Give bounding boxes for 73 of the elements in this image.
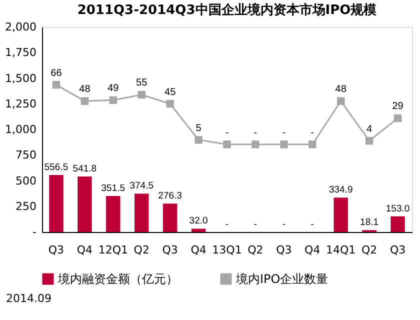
- data-label: -: [310, 127, 314, 138]
- x-tick-label: 13Q1: [212, 244, 242, 256]
- data-label: 334.9: [328, 184, 353, 196]
- point: [194, 136, 202, 144]
- x-tick-label: Q3: [390, 244, 406, 256]
- x-tick-label: Q4: [76, 244, 93, 256]
- data-label: -: [310, 219, 314, 230]
- point: [308, 140, 316, 148]
- data-label: 556.5: [44, 162, 68, 173]
- x-tick-label: 14Q1: [326, 244, 356, 256]
- x-tick-label: 12Q1: [98, 244, 128, 256]
- x-tick-label: Q3: [276, 244, 292, 256]
- data-label: 374.5: [130, 180, 154, 192]
- y-tick-label: 250: [16, 200, 36, 213]
- data-label: 32.0: [189, 216, 208, 227]
- point: [280, 140, 288, 148]
- point: [80, 97, 89, 105]
- data-label: -: [225, 127, 229, 138]
- legend-label: 境内IPO企业数量: [235, 272, 328, 286]
- point: [166, 100, 174, 108]
- data-label: -: [254, 127, 258, 138]
- y-tick-label: 2,000: [5, 20, 36, 34]
- point: [252, 140, 260, 148]
- data-label: 66: [50, 68, 62, 79]
- data-label: 153.0: [386, 203, 410, 214]
- data-label: -: [282, 219, 286, 230]
- bar: [134, 194, 149, 232]
- data-label: 55: [136, 78, 148, 89]
- data-label: 18.1: [360, 217, 379, 228]
- data-label: 5: [196, 122, 202, 134]
- data-label: 48: [335, 84, 347, 96]
- bar: [78, 176, 92, 232]
- bar: [49, 174, 64, 232]
- data-label: -: [254, 219, 258, 230]
- data-label: 49: [108, 83, 120, 94]
- point: [223, 140, 231, 148]
- bar: [191, 228, 206, 232]
- point: [138, 90, 146, 99]
- point: [365, 136, 374, 145]
- y-tick-label: 1,000: [5, 123, 36, 136]
- data-label: 276.3: [158, 190, 182, 202]
- x-tick-label: Q2: [134, 244, 150, 256]
- point: [336, 97, 345, 105]
- data-label: 351.5: [101, 182, 126, 194]
- x-tick-label: Q3: [162, 244, 178, 256]
- point: [394, 114, 402, 122]
- y-tick-label: 750: [16, 148, 36, 162]
- data-label: 29: [392, 101, 404, 112]
- data-label: 541.8: [72, 163, 97, 174]
- y-tick-label: -: [32, 226, 37, 238]
- bar: [390, 216, 405, 232]
- y-tick-label: 1,250: [5, 97, 36, 110]
- x-tick-label: Q2: [361, 244, 378, 256]
- bar: [106, 196, 120, 232]
- x-tick-label: Q3: [48, 244, 64, 256]
- y-tick-label: 1,750: [5, 46, 36, 60]
- bar: [162, 204, 178, 232]
- y-tick-label: 500: [16, 174, 36, 188]
- data-label: 45: [164, 86, 176, 98]
- y-tick-label: 1,500: [5, 72, 36, 85]
- chart-title: 2011Q3-2014Q3中国企业境内资本市场IPO规模: [77, 2, 377, 18]
- data-label: 4: [366, 124, 373, 135]
- bar: [334, 198, 348, 232]
- point: [109, 96, 118, 104]
- point: [52, 80, 60, 89]
- data-label: -: [225, 219, 229, 230]
- text: 2014.09: [6, 292, 52, 305]
- data-label: -: [282, 127, 286, 138]
- data-label: 48: [79, 84, 91, 96]
- x-tick-label: Q4: [304, 244, 320, 256]
- legend-label: 境内融资金额（亿元）: [57, 272, 178, 286]
- x-tick-label: Q2: [248, 244, 264, 256]
- x-tick-label: Q4: [190, 244, 206, 256]
